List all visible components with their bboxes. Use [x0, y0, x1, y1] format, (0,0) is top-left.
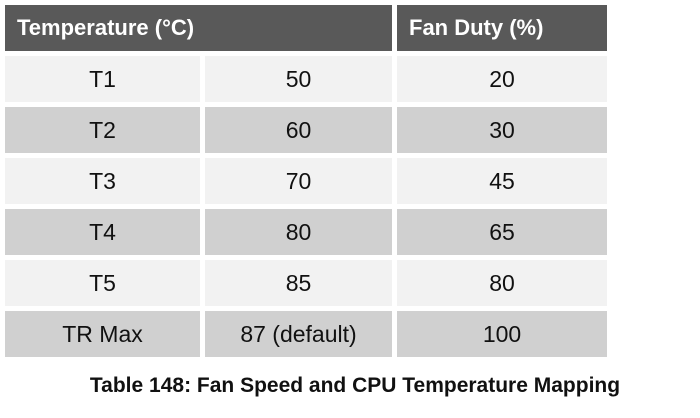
- table-cell: T5: [5, 260, 200, 306]
- table-cell: 50: [205, 56, 392, 102]
- table-cell: 85: [205, 260, 392, 306]
- table-cell: TR Max: [5, 311, 200, 357]
- table-cell: 80: [397, 260, 607, 306]
- header-cell: Temperature (°C): [5, 5, 392, 51]
- table-cell: 100: [397, 311, 607, 357]
- table-cell: 20: [397, 56, 607, 102]
- table: Temperature (°C) Fan Duty (%) T1 50 20 T2 60…: [5, 5, 607, 357]
- table-cell: T3: [5, 158, 200, 204]
- table-cell: 87 (default): [205, 311, 392, 357]
- table-cell: 30: [397, 107, 607, 153]
- table-cell: 65: [397, 209, 607, 255]
- table-cell: T2: [5, 107, 200, 153]
- header-cell: Fan Duty (%): [397, 5, 607, 51]
- table-cell: T4: [5, 209, 200, 255]
- table-cell: 45: [397, 158, 607, 204]
- caption: Table 148: Fan Speed and CPU Temperature…: [89, 374, 621, 397]
- table-cell: T1: [5, 56, 200, 102]
- table-cell: 80: [205, 209, 392, 255]
- table-cell: 60: [205, 107, 392, 153]
- table-cell: 70: [205, 158, 392, 204]
